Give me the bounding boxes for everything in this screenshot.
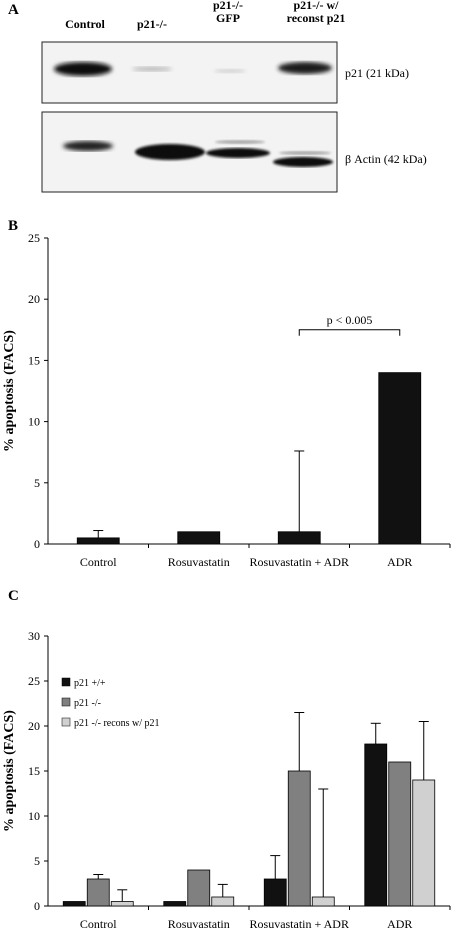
legend-swatch: [61, 677, 71, 687]
y-tick-label: 20: [28, 292, 40, 306]
band-p21-ko: [132, 66, 172, 72]
panel-b-letter: B: [8, 218, 19, 234]
y-axis-label: % apoptosis (FACS): [2, 710, 17, 832]
bar: [76, 537, 120, 545]
x-tick-label: Control: [80, 555, 117, 569]
bar: [311, 896, 335, 907]
legend-label: p21 -/-: [74, 698, 101, 709]
band-actin-reconst: [273, 157, 333, 167]
bar: [287, 770, 311, 907]
x-tick-label: Rosuvastatin: [168, 555, 230, 569]
band-actin-gfp: [206, 148, 270, 158]
bar: [86, 878, 110, 907]
y-tick-label: 25: [28, 674, 40, 688]
y-tick-label: 30: [28, 629, 40, 643]
band-actin-reconst-upper: [279, 151, 331, 155]
bar: [263, 878, 287, 907]
bar: [378, 372, 422, 545]
lane-label-p21-reconst: p21-/- w/ reconst p21: [286, 0, 346, 25]
band-p21-control: [54, 62, 112, 76]
band-p21-gfp: [214, 69, 246, 73]
legend-swatch: [61, 717, 71, 727]
panel-c-letter: C: [8, 588, 19, 604]
western-blot: [41, 41, 338, 193]
chart-b: 0 5 10 15 20 25 % apoptosis (FACS) Control Rosuv…: [2, 231, 451, 569]
bar: [277, 531, 321, 545]
y-tick-label: 5: [34, 854, 40, 868]
y-tick-label: 20: [28, 719, 40, 733]
bar: [62, 901, 86, 907]
band-label-p21: p21 (21 kDa): [345, 66, 409, 80]
x-tick-label: ADR: [387, 555, 412, 569]
y-axis-label: % apoptosis (FACS): [2, 330, 17, 452]
bar: [110, 901, 134, 907]
bar: [412, 779, 436, 907]
lane-label-p21-ko: p21-/-: [137, 17, 167, 31]
y-tick-label: 10: [28, 415, 40, 429]
lane-label-p21-ko-gfp: p21-/- GFP: [213, 0, 243, 25]
bar: [388, 761, 412, 907]
band-actin-control: [63, 141, 113, 151]
y-tick-label: 0: [34, 899, 40, 913]
significance-label: p < 0.005: [327, 313, 373, 327]
band-actin-ko: [135, 144, 205, 160]
bar: [177, 531, 221, 545]
y-tick-label: 10: [28, 809, 40, 823]
y-tick-label: 25: [28, 231, 40, 245]
legend-label: p21 +/+: [74, 678, 106, 689]
y-tick-label: 5: [34, 476, 40, 490]
band-actin-gfp-upper: [215, 140, 265, 144]
band-p21-reconst: [278, 62, 332, 74]
y-tick-label: 0: [34, 537, 40, 551]
bar: [163, 901, 187, 907]
panel-a-letter: A: [8, 2, 19, 18]
significance-bracket: [298, 329, 401, 336]
legend-swatch: [61, 697, 71, 707]
bar: [211, 896, 235, 907]
band-label-actin: β Actin (42 kDa): [345, 152, 427, 166]
bar: [364, 743, 388, 907]
legend-label: p21 -/- recons w/ p21: [74, 718, 160, 729]
y-tick-label: 15: [28, 353, 40, 367]
x-tick-label: Rosuvastatin + ADR: [250, 555, 349, 569]
y-tick-label: 15: [28, 764, 40, 778]
bar: [187, 869, 211, 907]
lane-label-control: Control: [65, 17, 105, 31]
